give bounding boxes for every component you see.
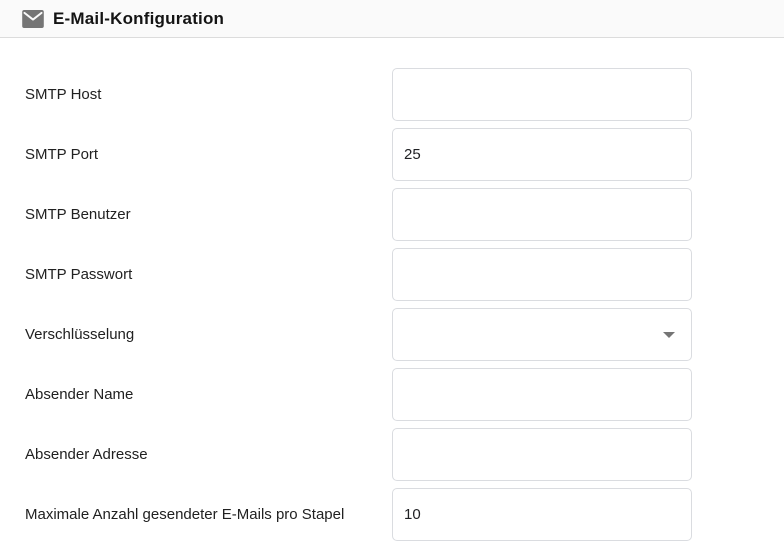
smtp-benutzer-label: SMTP Benutzer <box>25 206 131 223</box>
field-row-smtp-passwort: SMTP Passwort <box>25 248 784 301</box>
field-row-max-emails-pro-stapel: Maximale Anzahl gesendeter E-Mails pro S… <box>25 488 784 541</box>
smtp-passwort-input[interactable] <box>392 248 692 301</box>
max-emails-pro-stapel-label: Maximale Anzahl gesendeter E-Mails pro S… <box>25 506 345 523</box>
smtp-host-label: SMTP Host <box>25 86 102 103</box>
field-row-verschluesselung: Verschlüsselung <box>25 308 784 361</box>
max-emails-pro-stapel-input[interactable] <box>392 488 692 541</box>
page-header: E-Mail-Konfiguration <box>0 0 784 38</box>
field-row-absender-name: Absender Name <box>25 368 784 421</box>
page-title: E-Mail-Konfiguration <box>53 8 225 28</box>
absender-adresse-input[interactable] <box>392 428 692 481</box>
dropdown-arrow-icon <box>663 331 675 338</box>
field-row-absender-adresse: Absender Adresse <box>25 428 784 481</box>
smtp-passwort-label: SMTP Passwort <box>25 266 133 283</box>
smtp-host-input[interactable] <box>392 68 692 121</box>
email-configuration-form: SMTP Host SMTP Port SMTP Benutzer SMTP P… <box>0 68 784 541</box>
field-row-smtp-host: SMTP Host <box>25 68 784 121</box>
absender-name-input[interactable] <box>392 368 692 421</box>
smtp-port-input[interactable] <box>392 128 692 181</box>
email-icon <box>22 9 44 28</box>
verschluesselung-select[interactable] <box>392 308 692 361</box>
field-row-smtp-port: SMTP Port <box>25 128 784 181</box>
absender-name-label: Absender Name <box>25 386 134 403</box>
smtp-port-label: SMTP Port <box>25 146 99 163</box>
field-row-smtp-benutzer: SMTP Benutzer <box>25 188 784 241</box>
verschluesselung-label: Verschlüsselung <box>25 326 135 343</box>
absender-adresse-label: Absender Adresse <box>25 446 148 463</box>
smtp-benutzer-input[interactable] <box>392 188 692 241</box>
